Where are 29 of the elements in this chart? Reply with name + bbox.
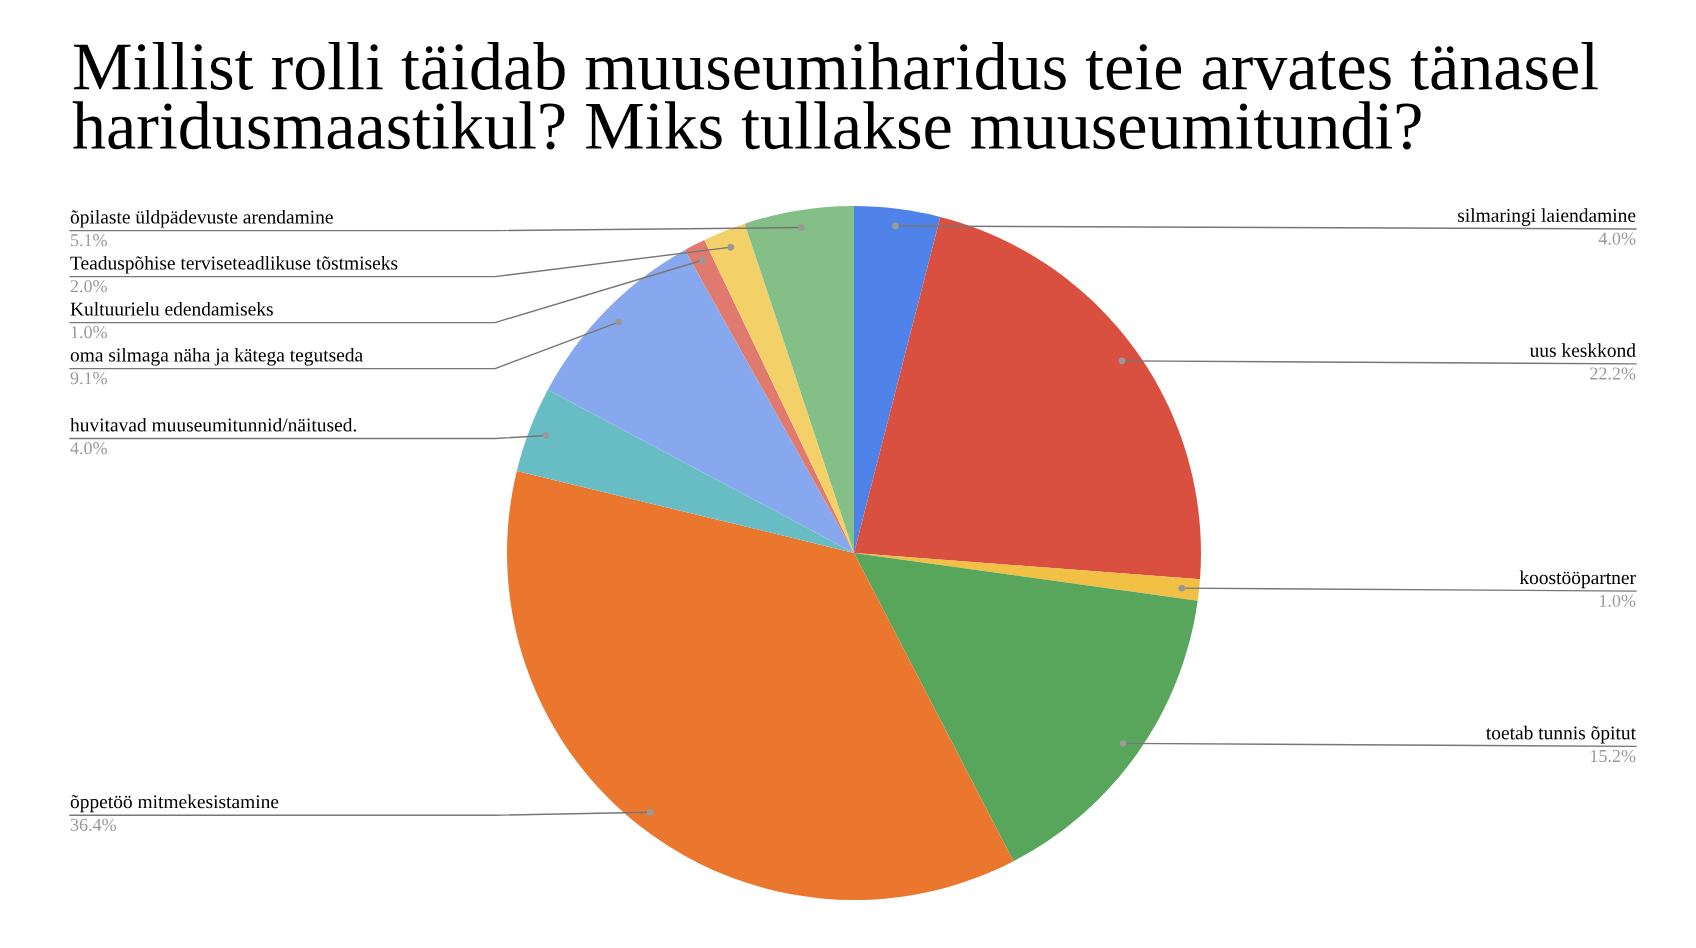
data-label: 4.0% bbox=[1598, 232, 1636, 245]
data-label: 36.4% bbox=[70, 818, 117, 831]
slice-label: Teaduspõhise terviseteadlikuse tõstmiseks bbox=[70, 255, 398, 274]
data-label: 22.2% bbox=[1590, 367, 1636, 380]
data-label: 4.0% bbox=[70, 442, 107, 455]
slice-label: huvitavad muuseumitunnid/näitused. bbox=[70, 417, 357, 432]
pie-slice bbox=[547, 249, 854, 553]
slice-label: õpilaste üldpädevuste arendamine bbox=[70, 209, 333, 228]
data-label: 9.1% bbox=[70, 372, 107, 385]
chart-title: Millist rolli täidab muuseumiharidus teie arvates tänasel haridusmaastikul? Miks tullakse muuseumitundi? bbox=[72, 42, 1598, 150]
slice-label: Kultuurielu edendamiseks bbox=[70, 301, 273, 316]
slice-label: õppetöö mitmekesistamine bbox=[70, 794, 279, 813]
slice-label: oma silmaga näha ja kätega tegutseda bbox=[70, 347, 363, 366]
data-label: 5.1% bbox=[71, 234, 107, 247]
data-label: 1.0% bbox=[71, 326, 107, 339]
data-label: 2.0% bbox=[70, 280, 107, 293]
pie-slice bbox=[854, 206, 941, 553]
pie-slice bbox=[744, 206, 854, 553]
pie-slice bbox=[704, 223, 854, 553]
slice-label: koostööpartner bbox=[1519, 570, 1636, 589]
pie-slice bbox=[507, 470, 1014, 900]
data-label: 15.2% bbox=[1590, 749, 1636, 763]
slice-label: toetab tunnis õpitut bbox=[1486, 725, 1636, 744]
data-label: 1.0% bbox=[1599, 594, 1636, 607]
pie-slice bbox=[854, 216, 1201, 580]
pie-slice bbox=[516, 389, 854, 553]
slice-label: silmaringi laiendamine bbox=[1458, 208, 1636, 226]
pie-slice bbox=[854, 553, 1198, 862]
slice-label: uus keskkond bbox=[1529, 343, 1636, 357]
